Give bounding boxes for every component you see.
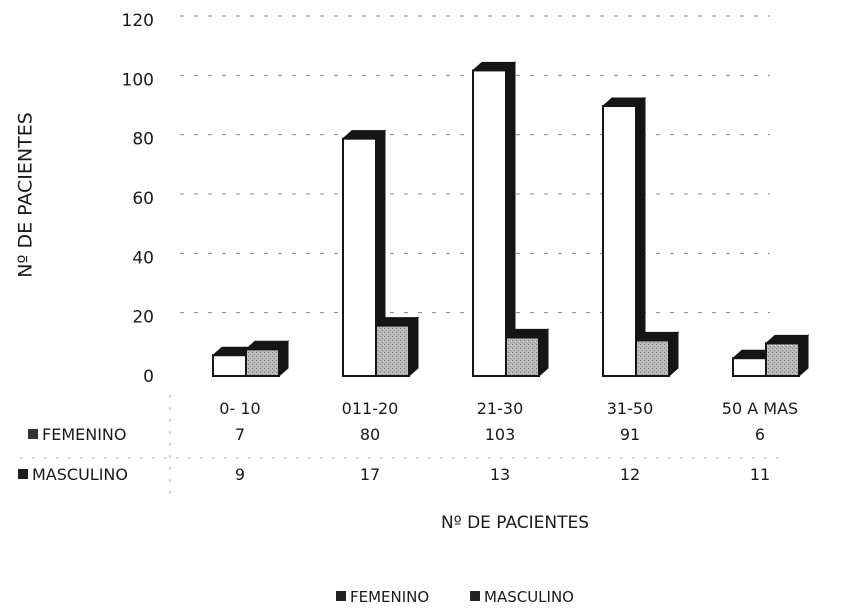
- bar-masculino-5: [764, 334, 810, 378]
- category-label: 31-50: [607, 399, 654, 418]
- table-cell: 9: [235, 465, 245, 484]
- table-series-label: MASCULINO: [32, 465, 128, 484]
- table-cell: 103: [485, 425, 516, 444]
- y-tick-label: 80: [132, 130, 154, 150]
- bar-masculino-2: [374, 316, 420, 378]
- legend-label: FEMENINO: [350, 588, 429, 606]
- table-series-swatch: [18, 469, 28, 479]
- y-tick-label: 100: [122, 70, 154, 90]
- bar-masculino-4: [634, 331, 680, 378]
- y-tick-label: 60: [132, 189, 154, 209]
- bar-masculino-3: [504, 328, 550, 378]
- table-cell: 7: [235, 425, 245, 444]
- table-cell: 80: [360, 425, 380, 444]
- bars: [211, 61, 810, 378]
- category-label: 21-30: [477, 399, 524, 418]
- y-tick-label: 40: [132, 248, 154, 268]
- data-table: 0- 10 011-20 21-30 31-50 50 A MAS FEMENINO 7 80…: [18, 395, 798, 500]
- legend: FEMENINO MASCULINO: [336, 588, 574, 606]
- category-label: 0- 10: [219, 399, 260, 418]
- category-label: 011-20: [342, 399, 399, 418]
- table-cell: 91: [620, 425, 640, 444]
- y-axis-ticks: 0 20 40 60 80 100 120: [122, 11, 154, 387]
- y-tick-label: 0: [143, 367, 154, 387]
- legend-label: MASCULINO: [484, 588, 574, 606]
- x-axis-label: Nº DE PACIENTES: [441, 513, 589, 533]
- bar-femenino-3: [471, 61, 517, 378]
- table-series-swatch: [28, 429, 38, 439]
- category-label: 50 A MAS: [722, 399, 798, 418]
- legend-swatch: [470, 591, 480, 601]
- table-cell: 13: [490, 465, 510, 484]
- legend-swatch: [336, 591, 346, 601]
- table-cell: 12: [620, 465, 640, 484]
- y-axis-label: Nº DE PACIENTES: [15, 112, 37, 278]
- bar-femenino-4: [601, 96, 647, 378]
- table-cell: 17: [360, 465, 380, 484]
- table-cell: 6: [755, 425, 765, 444]
- y-tick-label: 120: [122, 11, 154, 31]
- bar-masculino-1: [244, 340, 290, 378]
- y-tick-label: 20: [132, 308, 154, 328]
- table-cell: 11: [750, 465, 770, 484]
- table-series-label: FEMENINO: [42, 425, 126, 444]
